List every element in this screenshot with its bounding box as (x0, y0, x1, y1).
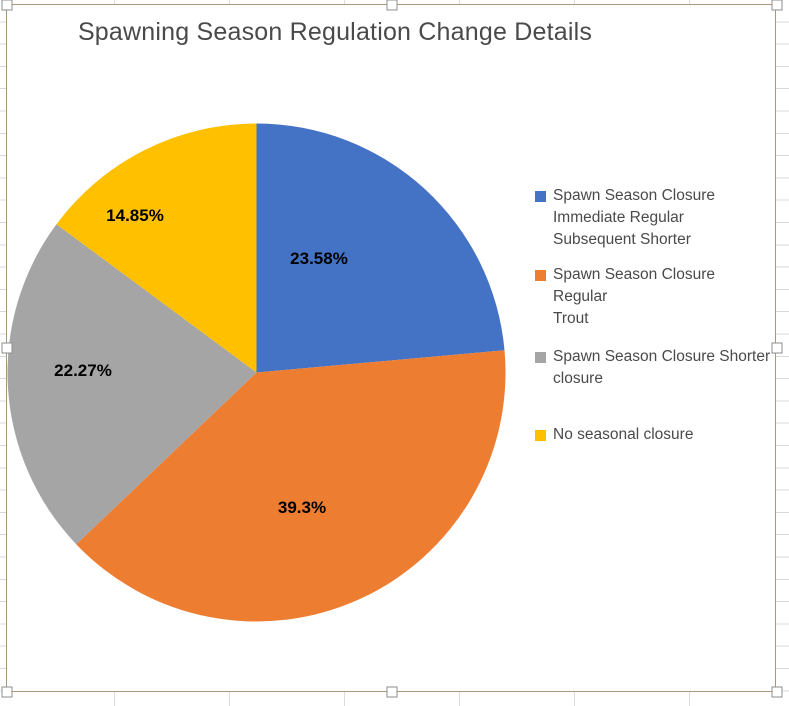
data-label-slice-1[interactable]: 39.3% (277, 498, 327, 517)
selection-handle-middle-right[interactable] (771, 342, 783, 354)
legend-swatch-orange (535, 270, 546, 281)
legend-label: Spawn Season Closure Regular Trout (553, 266, 715, 327)
legend-label: Spawn Season Closure Shorter closure (553, 348, 771, 387)
legend-swatch-gray (535, 352, 546, 363)
legend-item-2[interactable]: Spawn Season Closure Shorter closure (535, 346, 771, 390)
selection-handle-top-right[interactable] (771, 0, 783, 11)
selection-handle-bottom-center[interactable] (386, 686, 398, 698)
data-label-slice-2[interactable]: 22.27% (54, 361, 112, 380)
legend-item-0[interactable]: Spawn Season Closure Immediate Regular S… (535, 185, 771, 251)
selection-handle-top-left[interactable] (1, 0, 13, 11)
data-label-slice-0[interactable]: 23.58% (290, 249, 348, 268)
chart-object[interactable]: Spawning Season Regulation Change Detail… (6, 4, 776, 692)
legend-item-3[interactable]: No seasonal closure (535, 424, 771, 446)
legend-label: Spawn Season Closure Immediate Regular S… (553, 187, 715, 248)
legend-item-1[interactable]: Spawn Season Closure Regular Trout (535, 264, 771, 330)
legend-label: No seasonal closure (553, 426, 694, 443)
data-label-slice-3[interactable]: 14.85% (106, 206, 164, 225)
pie-slice-1[interactable] (76, 350, 506, 622)
selection-handle-bottom-right[interactable] (771, 686, 783, 698)
pie-slice-0[interactable] (256, 123, 505, 373)
selection-handle-bottom-left[interactable] (1, 686, 13, 698)
selection-handle-middle-left[interactable] (1, 342, 13, 354)
pie-chart[interactable] (7, 5, 527, 691)
pie-slice-3[interactable] (56, 123, 257, 373)
chart-title[interactable]: Spawning Season Regulation Change Detail… (77, 18, 593, 46)
selection-handle-top-center[interactable] (386, 0, 398, 11)
legend-swatch-blue (535, 191, 546, 202)
legend-swatch-yellow (535, 430, 546, 441)
pie-slice-2[interactable] (7, 224, 257, 545)
